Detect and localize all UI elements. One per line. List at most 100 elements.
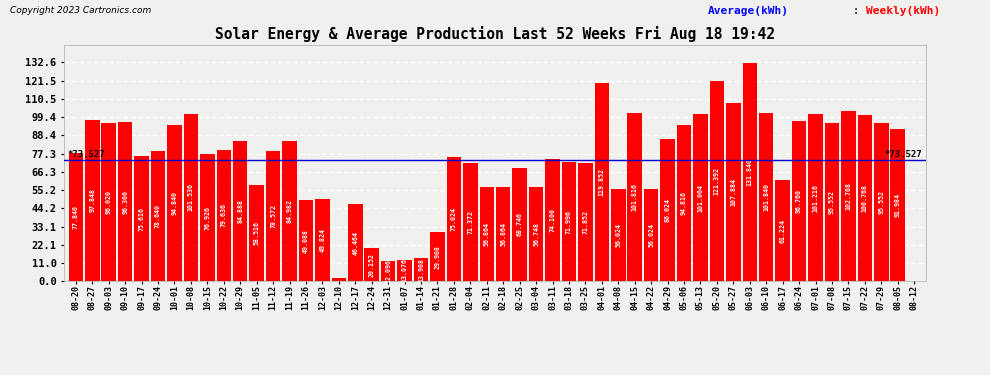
Bar <box>545 159 559 281</box>
Bar <box>693 114 708 281</box>
Text: 56.748: 56.748 <box>533 222 540 246</box>
Text: 97.848: 97.848 <box>89 188 95 212</box>
Text: 75.616: 75.616 <box>139 207 145 231</box>
Text: 107.884: 107.884 <box>731 178 737 206</box>
Text: Average(kWh): Average(kWh) <box>708 6 789 16</box>
Bar <box>825 123 840 281</box>
Text: Copyright 2023 Cartronics.com: Copyright 2023 Cartronics.com <box>10 6 151 15</box>
Text: 49.088: 49.088 <box>303 229 309 253</box>
Bar <box>644 189 658 281</box>
Text: 58.516: 58.516 <box>253 221 259 245</box>
Bar <box>315 199 330 281</box>
Bar <box>431 232 445 281</box>
Text: *73.527: *73.527 <box>67 150 105 159</box>
Text: 121.392: 121.392 <box>714 167 720 195</box>
Text: 84.888: 84.888 <box>238 199 244 223</box>
Text: 101.064: 101.064 <box>698 184 704 212</box>
Bar <box>874 123 888 281</box>
Text: 71.852: 71.852 <box>582 210 588 234</box>
Bar <box>397 260 412 281</box>
Text: 20.152: 20.152 <box>368 253 375 277</box>
Text: 96.760: 96.760 <box>796 189 802 213</box>
Text: :: : <box>846 6 866 16</box>
Bar <box>759 113 773 281</box>
Text: 75.024: 75.024 <box>450 207 457 231</box>
Bar <box>364 248 379 281</box>
Bar <box>217 150 231 281</box>
Bar <box>808 114 823 281</box>
Bar <box>479 187 494 281</box>
Text: 131.840: 131.840 <box>746 158 752 186</box>
Bar <box>266 152 280 281</box>
Bar <box>578 162 593 281</box>
Text: 61.224: 61.224 <box>780 219 786 243</box>
Text: 96.020: 96.020 <box>106 190 112 214</box>
Bar <box>233 141 248 281</box>
Bar <box>102 123 116 281</box>
Text: 95.552: 95.552 <box>829 190 835 214</box>
Text: 100.768: 100.768 <box>862 184 868 212</box>
Bar <box>628 113 642 281</box>
Text: 71.372: 71.372 <box>467 210 473 234</box>
Bar <box>282 141 297 281</box>
Text: 49.824: 49.824 <box>320 228 326 252</box>
Bar <box>85 120 100 281</box>
Bar <box>611 189 626 281</box>
Bar <box>710 81 724 281</box>
Bar <box>842 111 855 281</box>
Bar <box>529 188 544 281</box>
Text: 94.816: 94.816 <box>681 191 687 215</box>
Text: 101.536: 101.536 <box>188 183 194 211</box>
Bar <box>463 164 477 281</box>
Bar <box>135 156 148 281</box>
Bar <box>184 114 198 281</box>
Text: 78.572: 78.572 <box>270 204 276 228</box>
Bar <box>513 168 527 281</box>
Bar <box>150 152 165 281</box>
Bar <box>595 83 609 281</box>
Bar <box>496 187 511 281</box>
Text: 71.996: 71.996 <box>566 210 572 234</box>
Text: 29.908: 29.908 <box>435 244 441 268</box>
Bar <box>775 180 790 281</box>
Text: 84.982: 84.982 <box>286 199 292 223</box>
Text: 56.024: 56.024 <box>615 223 622 247</box>
Text: 91.984: 91.984 <box>895 193 901 217</box>
Bar <box>332 278 346 281</box>
Text: 96.306: 96.306 <box>122 190 128 214</box>
Text: 56.024: 56.024 <box>648 223 654 247</box>
Bar <box>414 258 429 281</box>
Bar <box>446 157 461 281</box>
Bar <box>68 153 83 281</box>
Text: 101.216: 101.216 <box>813 184 819 211</box>
Text: 119.852: 119.852 <box>599 168 605 196</box>
Text: 78.640: 78.640 <box>155 204 161 228</box>
Text: 13.076: 13.076 <box>402 258 408 282</box>
Bar <box>726 103 741 281</box>
Text: 94.840: 94.840 <box>171 191 177 215</box>
Text: 95.552: 95.552 <box>878 190 884 214</box>
Text: 13.908: 13.908 <box>418 258 424 282</box>
Bar <box>118 122 133 281</box>
Text: Weekly(kWh): Weekly(kWh) <box>866 6 940 16</box>
Text: 101.840: 101.840 <box>763 183 769 211</box>
Text: 77.840: 77.840 <box>73 205 79 229</box>
Bar <box>200 154 215 281</box>
Bar <box>890 129 905 281</box>
Bar <box>857 115 872 281</box>
Text: 74.100: 74.100 <box>549 208 555 232</box>
Bar <box>660 139 675 281</box>
Text: 68.746: 68.746 <box>517 213 523 237</box>
Bar <box>677 124 691 281</box>
Text: 56.864: 56.864 <box>500 222 506 246</box>
Text: 101.816: 101.816 <box>632 183 638 211</box>
Bar <box>348 204 362 281</box>
Text: 12.096: 12.096 <box>385 259 391 283</box>
Text: 56.864: 56.864 <box>484 222 490 246</box>
Bar <box>299 200 313 281</box>
Bar <box>561 162 576 281</box>
Text: 76.926: 76.926 <box>204 206 210 230</box>
Title: Solar Energy & Average Production Last 52 Weeks Fri Aug 18 19:42: Solar Energy & Average Production Last 5… <box>215 27 775 42</box>
Text: 86.024: 86.024 <box>664 198 670 222</box>
Text: 46.464: 46.464 <box>352 231 358 255</box>
